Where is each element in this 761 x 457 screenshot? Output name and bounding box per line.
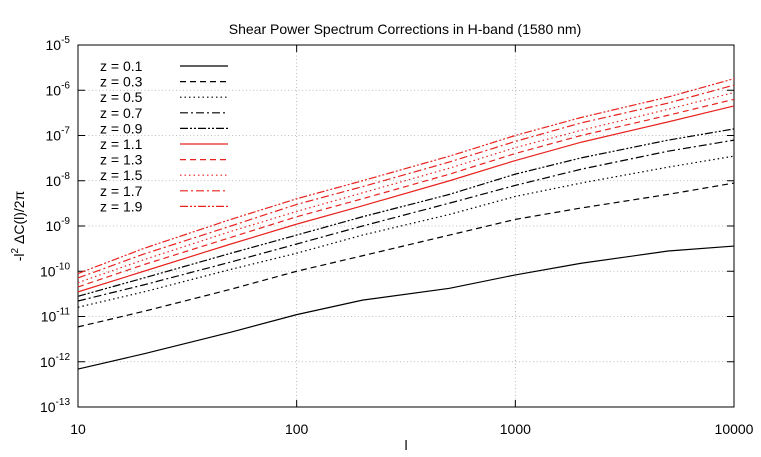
y-tick-label: 10-5 bbox=[46, 35, 71, 53]
x-axis-label: l bbox=[404, 437, 407, 453]
y-tick-exponent: -11 bbox=[56, 307, 70, 318]
y-tick-exponent: -12 bbox=[56, 352, 71, 363]
y-tick-base: 10 bbox=[46, 218, 62, 234]
chart-title: Shear Power Spectrum Corrections in H-ba… bbox=[229, 21, 582, 37]
y-tick-label: 10-8 bbox=[46, 171, 71, 189]
legend-label: z = 0.1 bbox=[100, 58, 143, 74]
x-tick-label: 1000 bbox=[500, 421, 531, 437]
y-tick-exponent: -9 bbox=[61, 216, 70, 227]
y-axis-label: -l2 ΔC(l)/2π bbox=[10, 190, 27, 261]
y-axis-label-rest: ΔC(l)/2π bbox=[11, 190, 27, 247]
y-tick-label: 10-10 bbox=[40, 261, 70, 279]
y-tick-exponent: -7 bbox=[61, 126, 70, 137]
legend-label: z = 1.5 bbox=[100, 167, 143, 183]
legend-label: z = 0.5 bbox=[100, 89, 143, 105]
series-line bbox=[77, 139, 735, 302]
legend-label: z = 0.7 bbox=[100, 105, 143, 121]
y-tick-exponent: -6 bbox=[61, 80, 70, 91]
x-tick-label: 10 bbox=[70, 421, 86, 437]
y-tick-base: 10 bbox=[46, 173, 62, 189]
y-tick-base: 10 bbox=[40, 263, 56, 279]
y-tick-base: 10 bbox=[46, 37, 62, 53]
legend-label: z = 1.9 bbox=[100, 198, 143, 214]
y-tick-label: 10-9 bbox=[46, 216, 71, 234]
y-tick-label: 10-12 bbox=[40, 352, 70, 370]
legend-label: z = 1.3 bbox=[100, 152, 143, 168]
plot-frame bbox=[77, 44, 735, 408]
y-axis-label-text: -l bbox=[11, 253, 27, 261]
legend-label: z = 1.7 bbox=[100, 183, 143, 199]
y-tick-exponent: -10 bbox=[56, 261, 71, 272]
series-line bbox=[77, 182, 735, 328]
y-axis-label-exponent: 2 bbox=[10, 247, 21, 253]
series-line bbox=[77, 98, 735, 288]
y-tick-exponent: -13 bbox=[56, 397, 71, 408]
series-line bbox=[77, 128, 735, 297]
x-tick-label: 10000 bbox=[715, 421, 754, 437]
series-line bbox=[77, 84, 735, 279]
series-line bbox=[77, 78, 735, 275]
legend-label: z = 1.1 bbox=[100, 136, 143, 152]
y-tick-base: 10 bbox=[46, 82, 62, 98]
y-tick-exponent: -8 bbox=[61, 171, 70, 182]
y-tick-label: 10-11 bbox=[41, 307, 71, 325]
x-tick-label: 100 bbox=[285, 421, 309, 437]
y-tick-base: 10 bbox=[41, 309, 57, 325]
y-tick-label: 10-6 bbox=[46, 80, 71, 98]
y-tick-base: 10 bbox=[40, 354, 56, 370]
y-tick-label: 10-7 bbox=[46, 126, 71, 144]
legend-label: z = 0.9 bbox=[100, 120, 143, 136]
legend-label: z = 0.3 bbox=[100, 74, 143, 90]
series-line bbox=[77, 105, 735, 293]
y-tick-exponent: -5 bbox=[61, 35, 70, 46]
series-line bbox=[77, 155, 735, 308]
series-line bbox=[77, 245, 735, 370]
y-tick-label: 10-13 bbox=[40, 397, 70, 415]
y-tick-base: 10 bbox=[46, 128, 62, 144]
y-tick-base: 10 bbox=[40, 399, 56, 415]
